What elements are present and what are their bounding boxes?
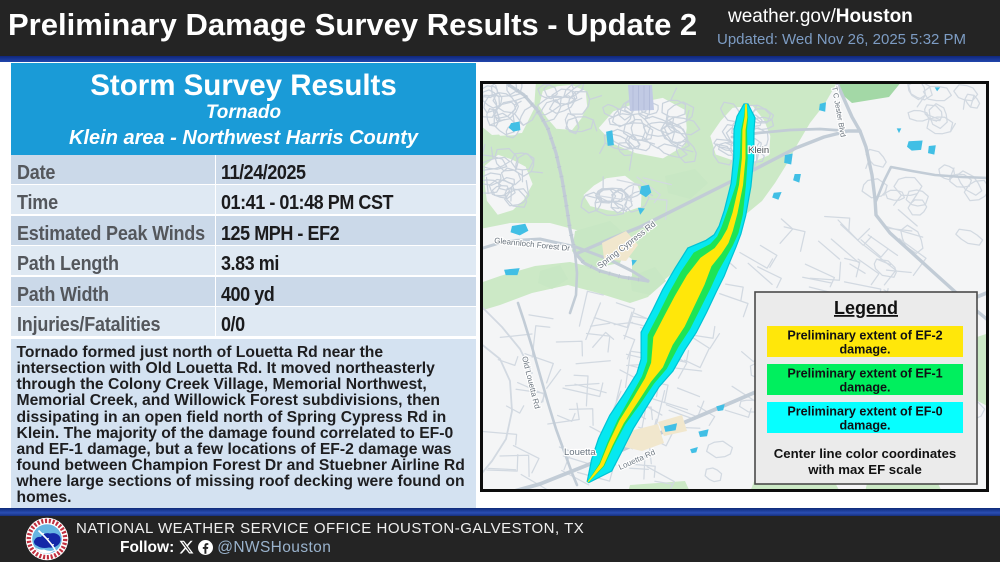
svg-text:Preliminary extent of EF-0: Preliminary extent of EF-0	[787, 405, 942, 419]
svg-text:Preliminary extent of EF-1: Preliminary extent of EF-1	[787, 367, 942, 381]
svg-text:damage.: damage.	[839, 343, 890, 357]
svg-text:with max EF scale: with max EF scale	[807, 462, 922, 477]
svg-text:Legend: Legend	[834, 298, 898, 318]
svg-text:Center line color coordinates: Center line color coordinates	[774, 446, 956, 461]
svg-text:damage.: damage.	[839, 381, 890, 395]
svg-text:Louetta: Louetta	[564, 447, 596, 458]
svg-text:Preliminary extent of EF-2: Preliminary extent of EF-2	[787, 329, 942, 343]
svg-text:damage.: damage.	[839, 419, 890, 433]
svg-text:Klein: Klein	[748, 145, 769, 156]
